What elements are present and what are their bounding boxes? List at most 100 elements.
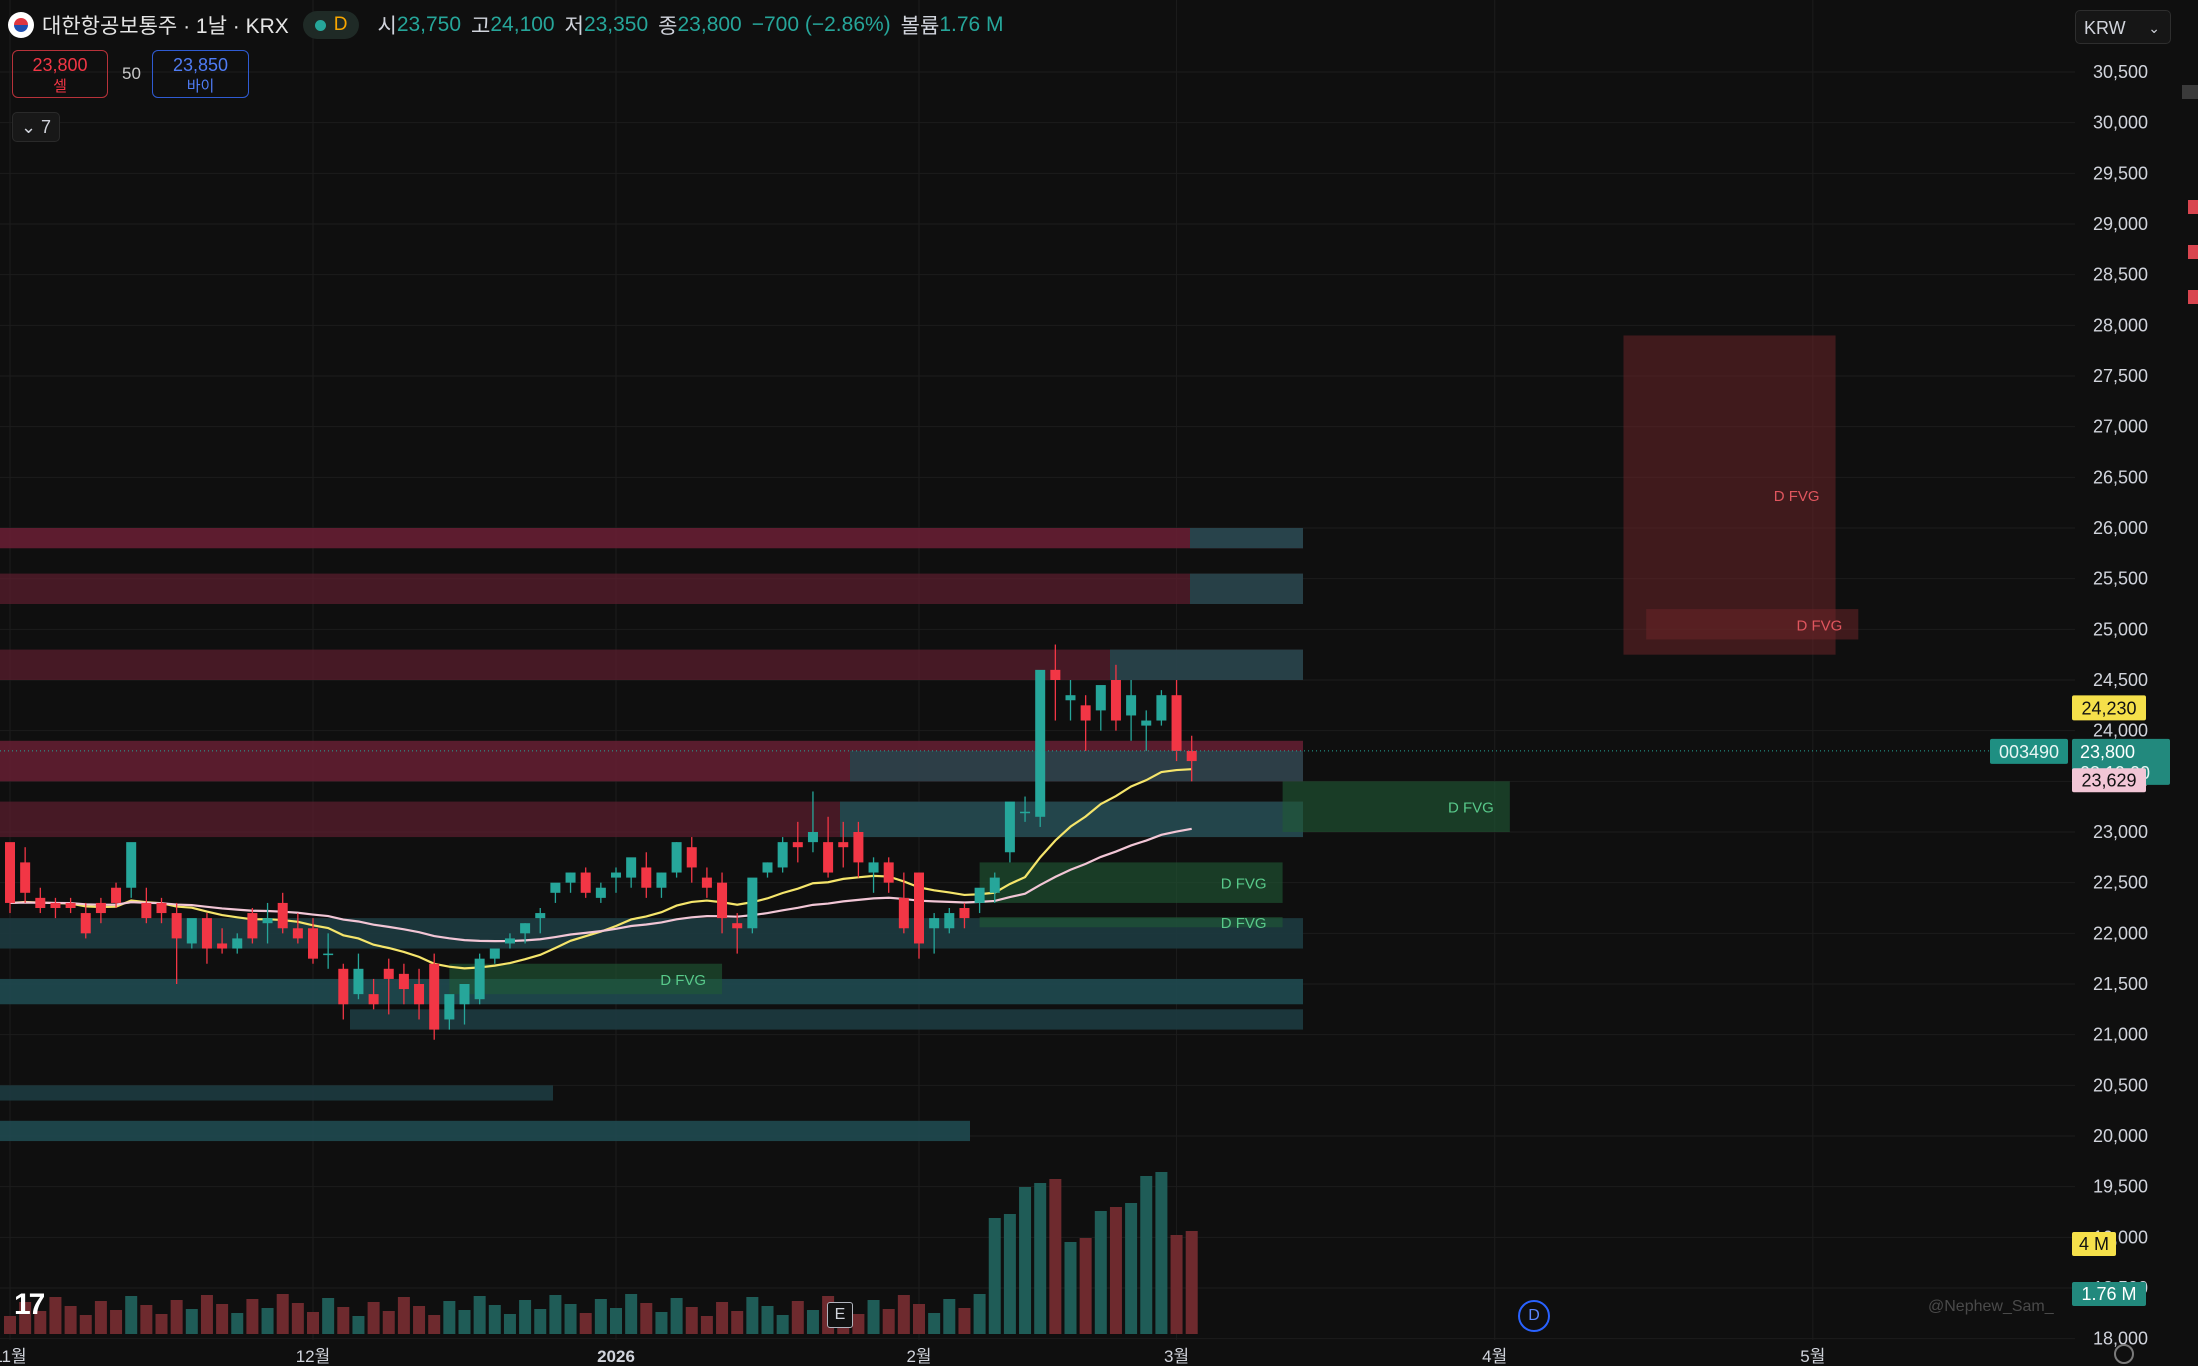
ema-slow-tag: 23,629 <box>2081 770 2136 790</box>
volume-bar <box>700 1316 713 1334</box>
volume-bar <box>791 1301 804 1334</box>
buy-button[interactable]: 23,850 바이 <box>152 50 249 98</box>
high-value: 24,100 <box>490 13 555 36</box>
candle <box>989 872 1000 903</box>
dividend-marker[interactable]: D <box>1518 1300 1550 1332</box>
volume-bar <box>110 1310 123 1334</box>
candle <box>489 948 500 964</box>
status-dot-icon <box>314 19 326 31</box>
volume-bar <box>1049 1179 1062 1334</box>
market-status-pill[interactable]: D <box>302 11 360 39</box>
korean-flag-icon <box>8 12 34 38</box>
y-tick-label: 21,500 <box>2093 974 2148 994</box>
volume-bar <box>503 1314 516 1334</box>
volume-bar <box>34 1311 47 1334</box>
candle <box>338 963 349 1020</box>
sell-button[interactable]: 23,800 셀 <box>12 50 108 98</box>
y-tick-label: 20,000 <box>2093 1126 2148 1146</box>
tradingview-logo-icon[interactable]: 17 <box>14 1288 45 1321</box>
volume-bar <box>1170 1235 1183 1334</box>
volume-bar <box>685 1307 698 1334</box>
candle <box>747 877 758 934</box>
candle <box>1020 796 1031 822</box>
currency-select[interactable]: ⌄ KRW <box>2075 10 2171 44</box>
candle <box>535 908 546 934</box>
volume-ma-tag-bg <box>2072 1232 2116 1256</box>
volume-bar <box>200 1295 213 1334</box>
volume-bar <box>564 1304 577 1334</box>
candle <box>247 908 258 944</box>
interval-badge: D <box>333 14 348 35</box>
symbol-title[interactable]: 대한항공보통주 · 1날 · KRX <box>42 15 289 38</box>
volume-bar <box>761 1306 774 1334</box>
candle <box>520 923 531 944</box>
symbol-header: 대한항공보통주 · 1날 · KRX D 시 23,750 고 24,100 저 23… <box>8 10 1004 40</box>
candle <box>914 872 924 959</box>
candle <box>792 821 803 863</box>
volume-bar <box>731 1311 744 1334</box>
volume-bar <box>1094 1211 1107 1334</box>
alert-marker[interactable] <box>2188 245 2198 259</box>
candle <box>459 984 470 1025</box>
candle <box>262 902 273 944</box>
indicators-toggle-button[interactable]: ⌄ 7 <box>12 112 60 142</box>
candle <box>1110 664 1121 731</box>
candle <box>277 892 288 934</box>
volume-bar <box>488 1305 501 1334</box>
fvg-label: D FVG <box>1796 617 1842 634</box>
candle <box>368 978 379 1010</box>
candle <box>671 842 682 878</box>
settings-gear-icon[interactable] <box>2114 1344 2134 1364</box>
candle <box>1156 690 1167 726</box>
currency-value: KRW <box>2084 18 2126 38</box>
volume-bar <box>716 1302 729 1334</box>
fvg-zone-0: D FVG <box>1623 335 1836 655</box>
volume-bar <box>1064 1242 1077 1334</box>
y-tick-label: 27,500 <box>2093 366 2148 386</box>
candle <box>186 918 197 949</box>
fvg-label: D FVG <box>1221 876 1267 893</box>
alert-marker[interactable] <box>2188 290 2198 304</box>
volume-bar <box>1034 1183 1047 1334</box>
volume-bar <box>337 1307 350 1334</box>
candle <box>35 887 46 914</box>
candle <box>1186 735 1197 782</box>
earnings-marker[interactable]: E <box>827 1302 853 1328</box>
candle <box>823 816 834 878</box>
candle <box>929 913 940 954</box>
y-tick-label: 26,500 <box>2093 467 2148 487</box>
ema-fast-tag: 24,230 <box>2081 698 2136 718</box>
volume-last-tag: 1.76 M <box>2081 1284 2136 1304</box>
y-tick-label: 28,000 <box>2093 315 2148 335</box>
volume-bar <box>170 1300 183 1334</box>
spread-value: 50 <box>122 64 141 83</box>
ema-slow-tag-bg <box>2072 768 2146 793</box>
candle <box>5 842 15 914</box>
volume-bar <box>1079 1238 1092 1334</box>
volume-last-tag-bg <box>2072 1282 2146 1306</box>
alert-marker[interactable] <box>2188 200 2198 214</box>
candle <box>1080 695 1091 751</box>
candle <box>156 897 167 924</box>
volume-bar <box>155 1314 168 1334</box>
scroll-marker[interactable] <box>2182 85 2198 99</box>
volume-bar <box>913 1304 925 1334</box>
candle <box>95 897 106 924</box>
volume-bar <box>943 1299 956 1334</box>
candle <box>807 791 818 853</box>
volume-bar <box>367 1302 380 1334</box>
candle <box>838 821 849 868</box>
candle <box>201 913 212 964</box>
fvg-label: D FVG <box>1448 800 1494 817</box>
volume-bar <box>988 1218 1001 1334</box>
indicators-count: 7 <box>41 117 52 137</box>
volume-bar <box>806 1310 819 1334</box>
candle <box>383 958 394 1015</box>
candle <box>292 913 303 944</box>
fvg-label: D FVG <box>660 972 706 989</box>
volume-bar <box>852 1314 865 1334</box>
open-value: 23,750 <box>396 13 462 36</box>
buy-label: 바이 <box>186 78 215 95</box>
volume-bar <box>473 1296 486 1334</box>
